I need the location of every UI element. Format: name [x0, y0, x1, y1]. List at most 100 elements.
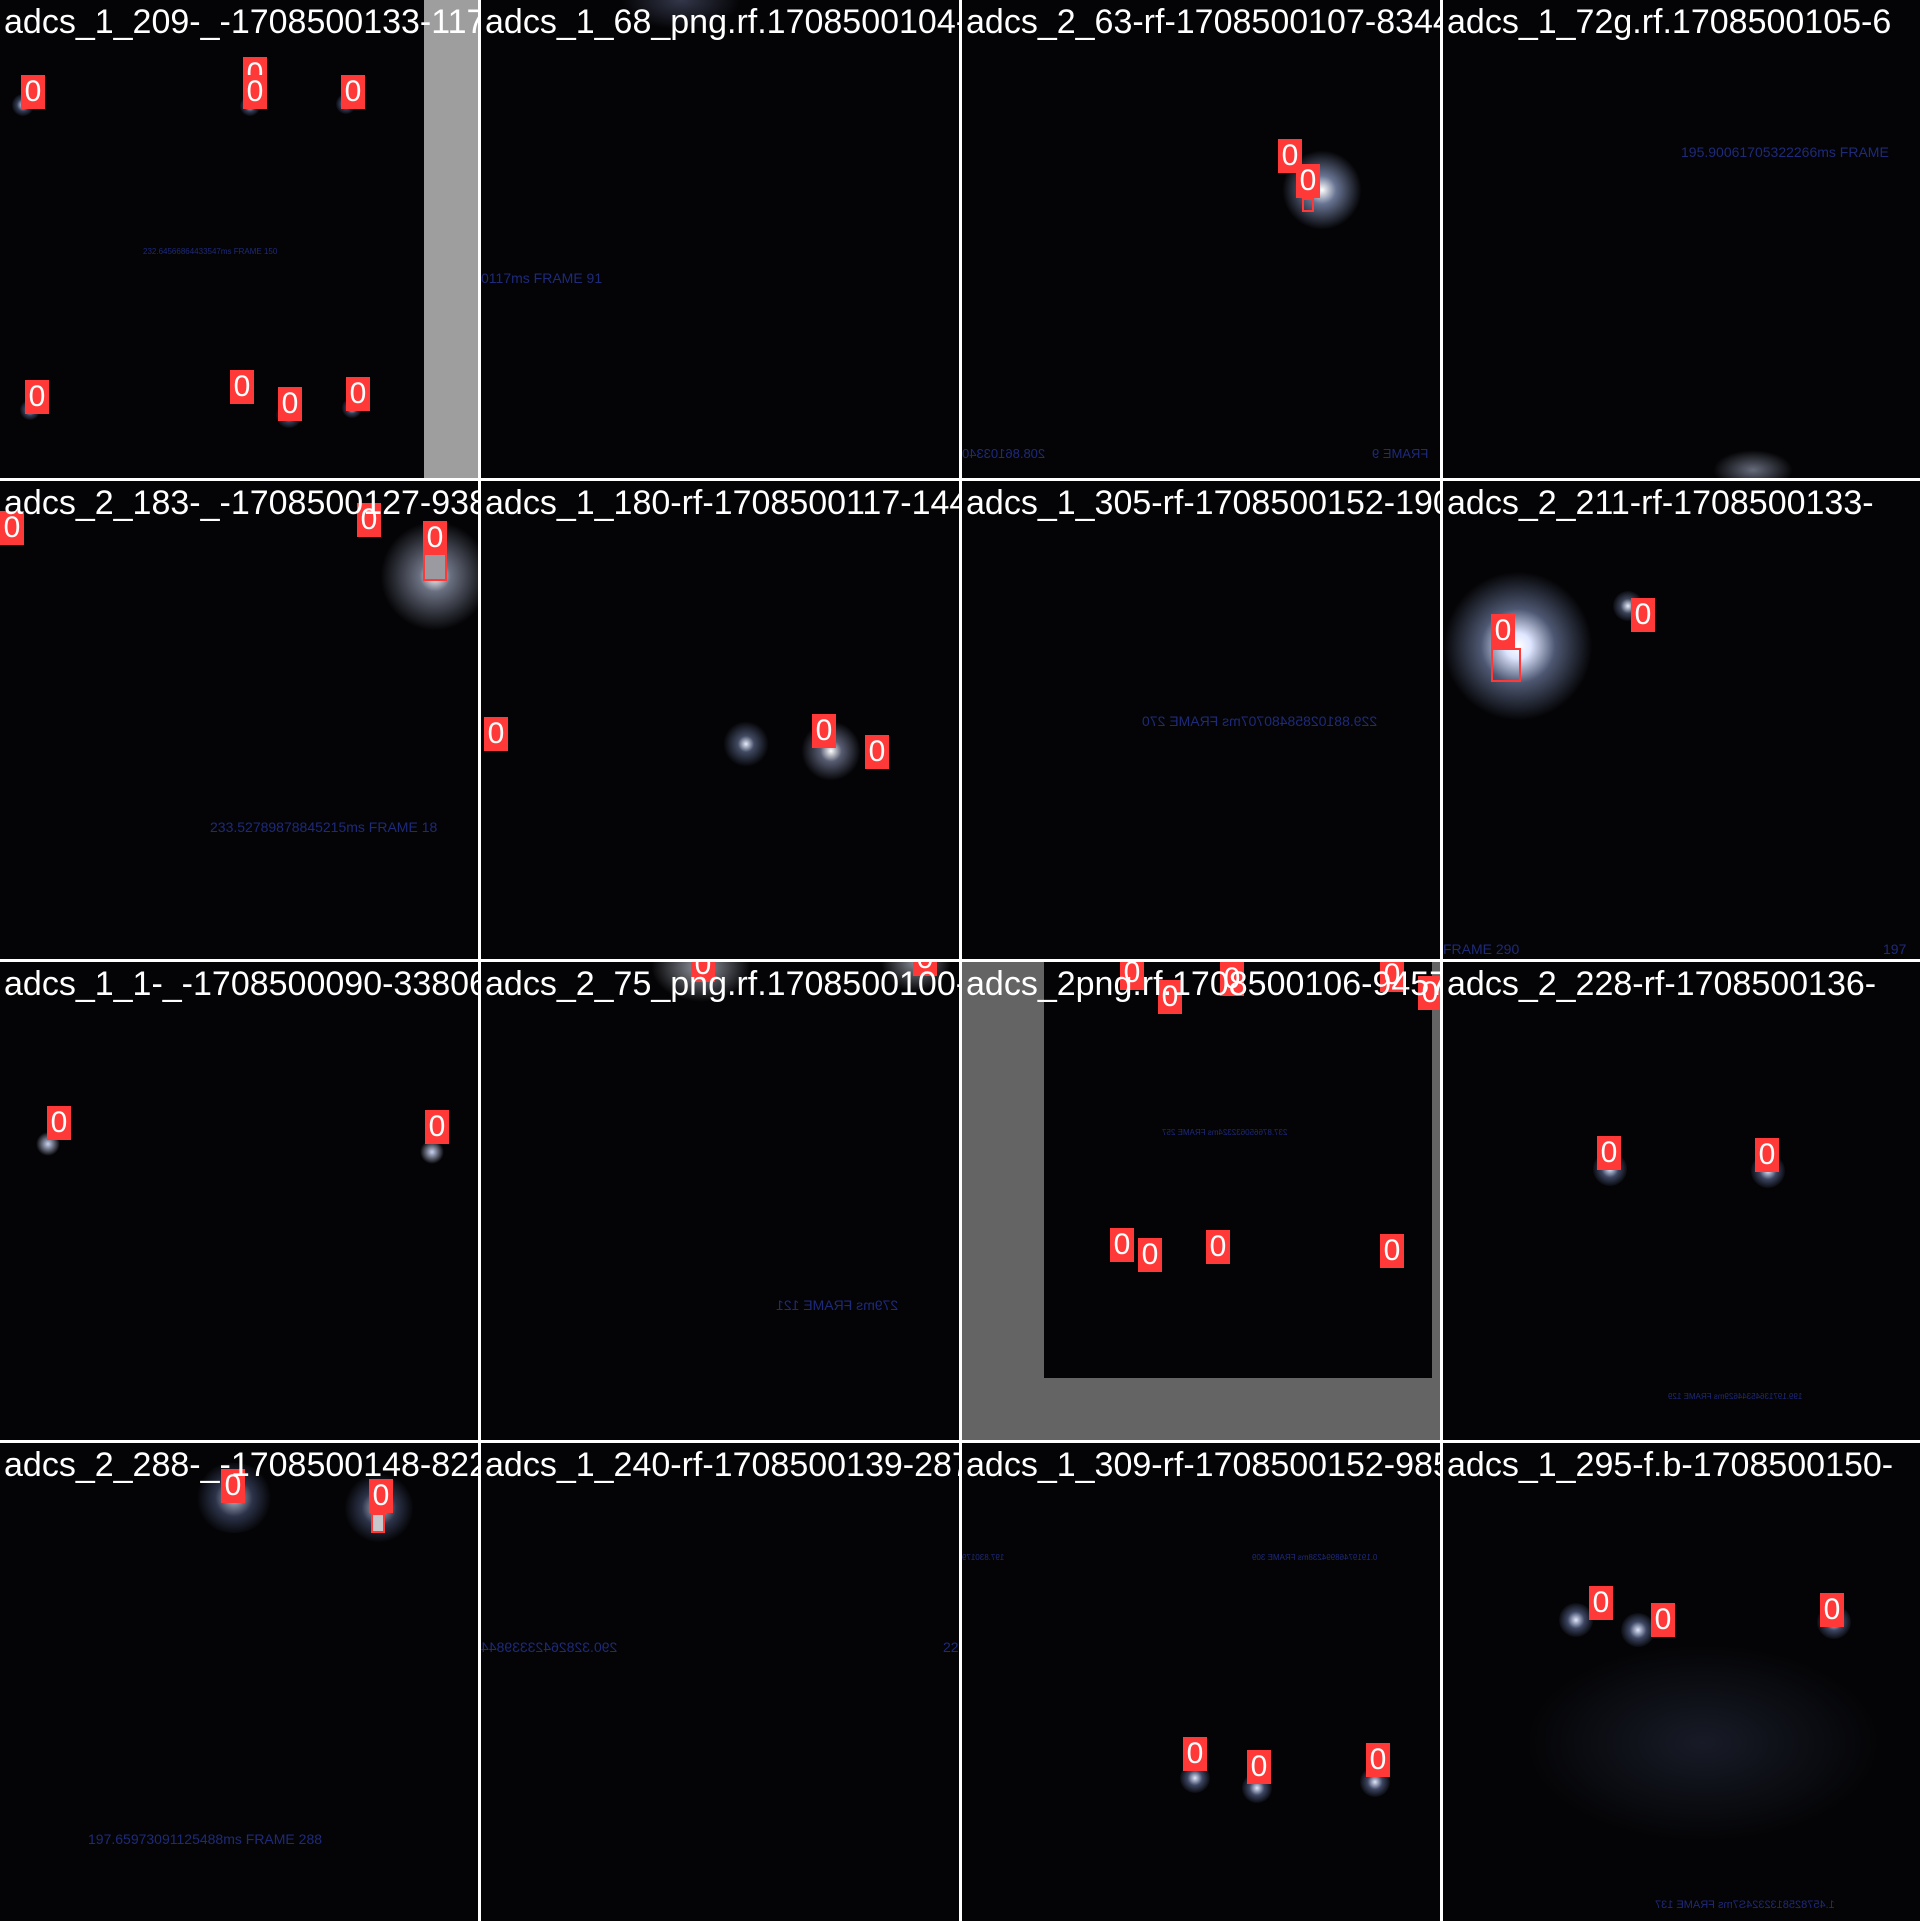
tile-background — [1443, 0, 1920, 478]
image-filename: adcs_2_183-_-1708500127-938457 — [4, 484, 478, 522]
image-tile: 237.876650632324ms FRAME 257 0 0 0 0 0 0… — [962, 962, 1440, 1440]
class-label: 0 — [1380, 962, 1404, 992]
class-label: 0 — [1418, 976, 1440, 1010]
class-label: 0 — [484, 717, 508, 751]
class-label: 0 — [425, 1110, 449, 1144]
gray-padding — [424, 0, 478, 478]
image-tile: 279ms FRAME 121 0 0 0 adcs_2_75_png.rf.1… — [481, 962, 959, 1440]
frame-timestamp: 197.830179 — [962, 1553, 1005, 1562]
tile-background — [0, 962, 478, 1440]
frame-timestamp: 237.876650632324ms FRAME 257 — [1162, 1128, 1288, 1137]
class-label: 0 — [346, 377, 370, 411]
image-tile: 208.86103340 FRAME 9 0 0 adcs_2_63-rf-17… — [962, 0, 1440, 478]
image-filename: adcs_1_180-rf-1708500117-144127 — [485, 484, 959, 522]
frame-timestamp: FRAME 9 — [1372, 446, 1429, 461]
frame-timestamp: 208.86103340 — [962, 446, 1046, 461]
image-filename: adcs_1_72g.rf.1708500105-6 — [1447, 3, 1892, 41]
tile-background — [1443, 1443, 1920, 1921]
image-tile: 232.64566864433547ms FRAME 150 0 0 0 0 0… — [0, 0, 478, 478]
image-tile: 0 0 0 adcs_1_180-rf-1708500117-144127 — [481, 481, 959, 959]
tile-background — [481, 0, 959, 478]
class-label: 0 — [812, 714, 836, 748]
frame-timestamp: 197 — [1883, 941, 1907, 957]
class-label: 0 — [1380, 1234, 1404, 1268]
gray-padding — [962, 1378, 1440, 1440]
frame-timestamp: 197.65973091125488ms FRAME 288 — [88, 1831, 323, 1847]
class-label: 0 — [25, 380, 49, 414]
tile-background — [962, 481, 1440, 959]
image-filename: adcs_1_309-rf-1708500152-985131 — [966, 1446, 1440, 1484]
frame-timestamp: 199.19713645344629ms FRAME 129 — [1668, 1392, 1803, 1401]
image-filename: adcs_2_288-_-1708500148-822832 — [4, 1446, 478, 1484]
frame-timestamp: 229.88102858480707ms FRAME 270 — [1142, 713, 1378, 729]
class-label: 0 — [243, 75, 267, 109]
frame-timestamp: 0117ms FRAME 91 — [481, 270, 603, 286]
tile-background — [1443, 962, 1920, 1440]
tile-background — [481, 962, 959, 1440]
image-tile: 199.19713645344629ms FRAME 129 0 0 adcs_… — [1443, 962, 1920, 1440]
image-tile: 0117ms FRAME 91 adcs_1_68_png.rf.1708500… — [481, 0, 959, 478]
class-label: 0 — [1631, 598, 1655, 632]
class-label: 0 — [1366, 1743, 1390, 1777]
image-tile: 195.90061705322266ms FRAME adcs_1_72g.rf… — [1443, 0, 1920, 478]
image-filename: adcs_1_209-_-1708500133-117576 — [4, 3, 478, 41]
tile-background — [962, 0, 1440, 478]
image-filename: adcs_1_305-rf-1708500152-190442 — [966, 484, 1440, 522]
frame-timestamp: 279ms FRAME 121 — [776, 1297, 899, 1313]
tile-background — [0, 481, 478, 959]
frame-timestamp: FRAME 290 — [1443, 941, 1520, 957]
image-tile: FRAME 290 197 0 0 adcs_2_211-rf-17085001… — [1443, 481, 1920, 959]
image-filename: adcs_2_75_png.rf.1708500100-250052 — [485, 965, 959, 1003]
image-filename: adcs_1_68_png.rf.1708500104-7312762 — [485, 3, 959, 41]
class-label: 0 — [1589, 1586, 1613, 1620]
class-label: 0 — [21, 75, 45, 109]
gray-padding — [1432, 962, 1440, 1440]
tile-background — [962, 1443, 1440, 1921]
tile-background — [481, 481, 959, 959]
tile-background — [1443, 481, 1920, 959]
class-label: 0 — [230, 370, 254, 404]
class-label: 0 — [423, 521, 447, 555]
tile-background — [0, 1443, 478, 1921]
class-label: 0 — [47, 1106, 71, 1140]
class-label: 0 — [865, 735, 889, 769]
frame-timestamp: 290.32826423339844 — [481, 1639, 618, 1655]
image-filename: adcs_2_211-rf-1708500133- — [1447, 484, 1874, 522]
class-label: 0 — [357, 503, 381, 537]
image-filename: adcs_2_228-rf-1708500136- — [1447, 965, 1877, 1003]
tile-background — [481, 1443, 959, 1921]
frame-timestamp: 0.19197468994238ms FRAME 309 — [1252, 1553, 1378, 1562]
class-label: 0 — [341, 75, 365, 109]
frame-timestamp: 195.90061705322266ms FRAME — [1681, 144, 1889, 160]
frame-timestamp: 233.52789878845215ms FRAME 18 — [210, 819, 438, 835]
class-label: 0 — [1247, 1750, 1271, 1784]
class-label: 0 — [1110, 1228, 1134, 1262]
image-tile: 197.65973091125488ms FRAME 288 0 0 adcs_… — [0, 1443, 478, 1921]
image-filename: adcs_2_63-rf-1708500107-834462 — [966, 3, 1440, 41]
class-label: 0 — [1220, 962, 1244, 996]
class-label: 0 — [278, 387, 302, 421]
class-label: 0 — [1755, 1138, 1779, 1172]
class-label: 0 — [1206, 1230, 1230, 1264]
frame-timestamp: 22 — [943, 1639, 959, 1655]
class-label: 0 — [1820, 1593, 1844, 1627]
class-label: 0 — [1138, 1238, 1162, 1272]
tile-background — [0, 0, 478, 478]
image-tile: 233.52789878845215ms FRAME 18 0 0 0 adcs… — [0, 481, 478, 959]
image-tile: 290.32826423339844 22 adcs_1_240-rf-1708… — [481, 1443, 959, 1921]
image-filename: adcs_2png.rf.1708500106-945720 — [966, 965, 1440, 1003]
image-tile: 1.4578258132324S7ms FRAME 137 0 0 0 adcs… — [1443, 1443, 1920, 1921]
image-tile: 197.830179 0.19197468994238ms FRAME 309 … — [962, 1443, 1440, 1921]
class-label: 0 — [1183, 1737, 1207, 1771]
class-label: 0 — [1158, 980, 1182, 1014]
image-filename: adcs_1_1-_-1708500090-338067 — [4, 965, 478, 1003]
class-label: 0 — [1296, 164, 1320, 198]
class-label: 0 — [1597, 1136, 1621, 1170]
image-filename: adcs_1_295-f.b-1708500150- — [1447, 1446, 1894, 1484]
image-tile: 0 0 adcs_1_1-_-1708500090-338067 — [0, 962, 478, 1440]
frame-timestamp: 232.64566864433547ms FRAME 150 — [143, 247, 278, 256]
image-filename: adcs_1_240-rf-1708500139-287154 — [485, 1446, 959, 1484]
gray-padding — [962, 962, 1044, 1440]
image-tile: 229.88102858480707ms FRAME 270 adcs_1_30… — [962, 481, 1440, 959]
